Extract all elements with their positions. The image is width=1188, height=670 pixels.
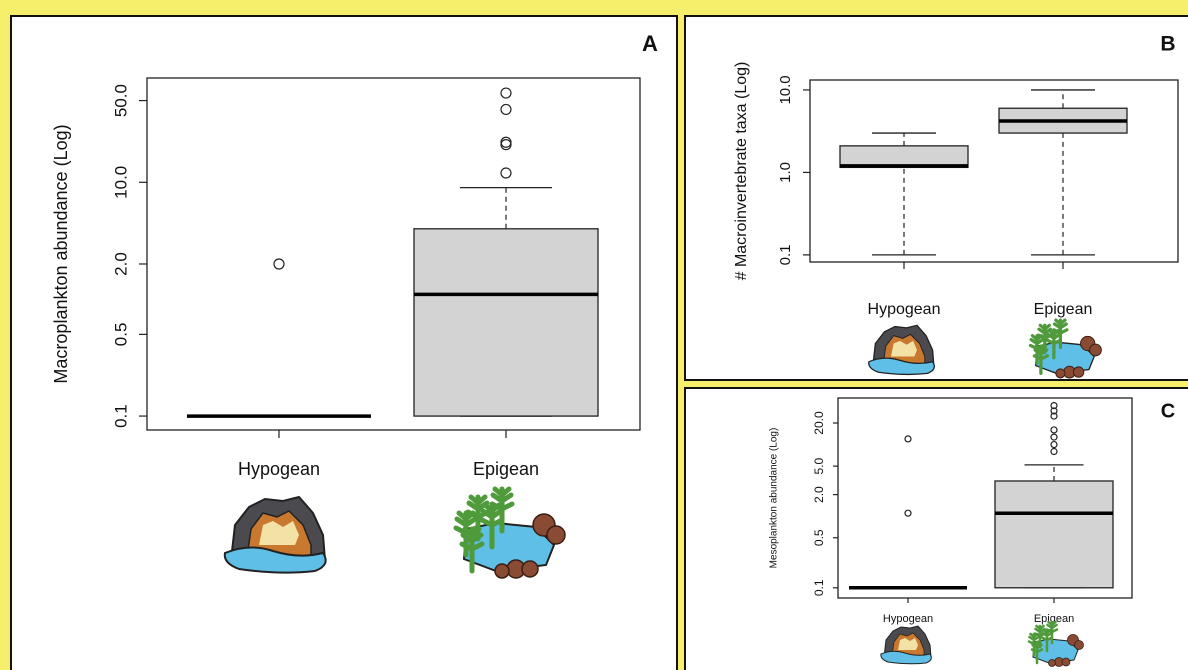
x-tick-label: Hypogean [238, 459, 320, 479]
rock [495, 564, 509, 578]
y-axis-title: # Macroinvertebrate taxa (Log) [733, 62, 750, 281]
y-tick-label: 5.0 [812, 457, 826, 474]
panel-label: C [1161, 400, 1175, 422]
y-axis-title: Macroplankton abundance (Log) [51, 124, 71, 383]
y-tick-label: 10.0 [777, 75, 794, 104]
box [414, 229, 598, 416]
y-tick-label: 0.5 [111, 323, 130, 347]
rock [1056, 369, 1065, 378]
x-tick-label: Hypogean [883, 613, 933, 625]
rock [547, 526, 565, 544]
rock [1049, 660, 1056, 667]
y-tick-label: 20.0 [812, 411, 826, 435]
rock [1090, 344, 1102, 356]
x-tick-label: Epigean [473, 459, 539, 479]
y-tick-label: 2.0 [812, 486, 826, 503]
x-tick-label: Hypogean [868, 301, 941, 318]
panel-label: B [1160, 33, 1175, 56]
figure: A Macroplankton abundance (Log) 0.1 0.5 2.0 1… [0, 0, 1188, 670]
box [995, 481, 1113, 588]
rock [1062, 658, 1070, 666]
y-tick-label: 0.1 [777, 244, 794, 265]
y-tick-label: 50.0 [111, 84, 130, 117]
x-tick-label: Epigean [1034, 301, 1093, 318]
y-tick-label: 2.0 [111, 252, 130, 276]
rock [1075, 641, 1084, 650]
y-tick-label: 0.1 [812, 579, 826, 596]
panel-b [685, 16, 1188, 380]
y-tick-label: 10.0 [111, 166, 130, 199]
y-axis-title: Mesoplankton abundance (Log) [769, 428, 780, 569]
y-tick-label: 1.0 [777, 162, 794, 183]
y-tick-label: 0.5 [812, 529, 826, 546]
rock [522, 561, 538, 577]
y-tick-label: 0.1 [111, 404, 130, 428]
rock [1073, 367, 1083, 377]
panel-label: A [642, 31, 658, 56]
